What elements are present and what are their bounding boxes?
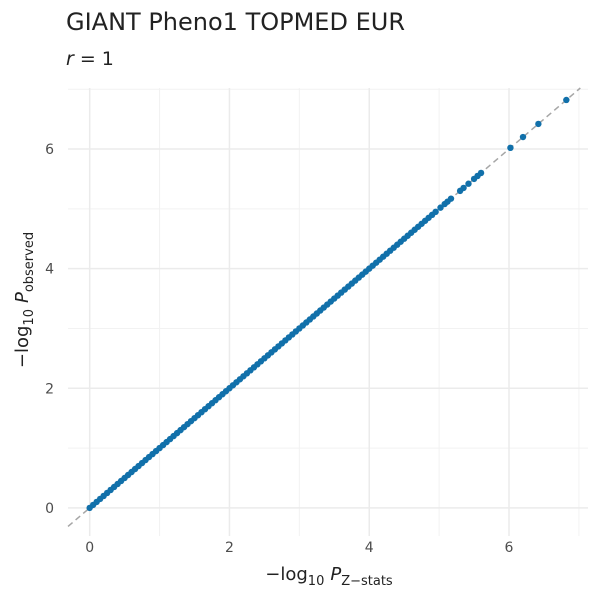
subtitle-value: = 1 [74, 48, 114, 70]
label-part: −log [12, 326, 33, 369]
point [477, 169, 485, 177]
y-tick-label: 4 [45, 262, 54, 278]
point [432, 208, 439, 216]
label-part: observed [22, 232, 37, 292]
label-part: P [330, 564, 341, 585]
label-part: −log [265, 564, 308, 585]
chart-subtitle: r = 1 [66, 48, 114, 70]
label-part: Z−stats [341, 574, 393, 589]
x-tick-label: 4 [365, 540, 374, 556]
label-part: 10 [22, 309, 37, 326]
subtitle-var: r [66, 48, 75, 70]
x-tick-label: 2 [225, 540, 234, 556]
point [519, 133, 527, 141]
point [535, 120, 542, 128]
point [563, 96, 570, 104]
label-part: 10 [308, 574, 325, 589]
label-part: P [12, 292, 33, 303]
point [447, 195, 455, 202]
y-axis-label: −log10 Pobserved [12, 232, 37, 368]
y-tick-label: 0 [45, 501, 54, 517]
point [465, 180, 472, 187]
point [460, 184, 467, 192]
y-tick-label: 6 [45, 142, 54, 158]
x-tick-label: 6 [505, 540, 514, 556]
x-axis-label: −log10 PZ−stats [265, 564, 393, 589]
chart-title: GIANT Pheno1 TOPMED EUR [66, 8, 405, 36]
x-tick-label: 0 [85, 540, 94, 556]
point [437, 204, 444, 211]
y-tick-label: 2 [45, 381, 54, 397]
point [507, 144, 514, 152]
